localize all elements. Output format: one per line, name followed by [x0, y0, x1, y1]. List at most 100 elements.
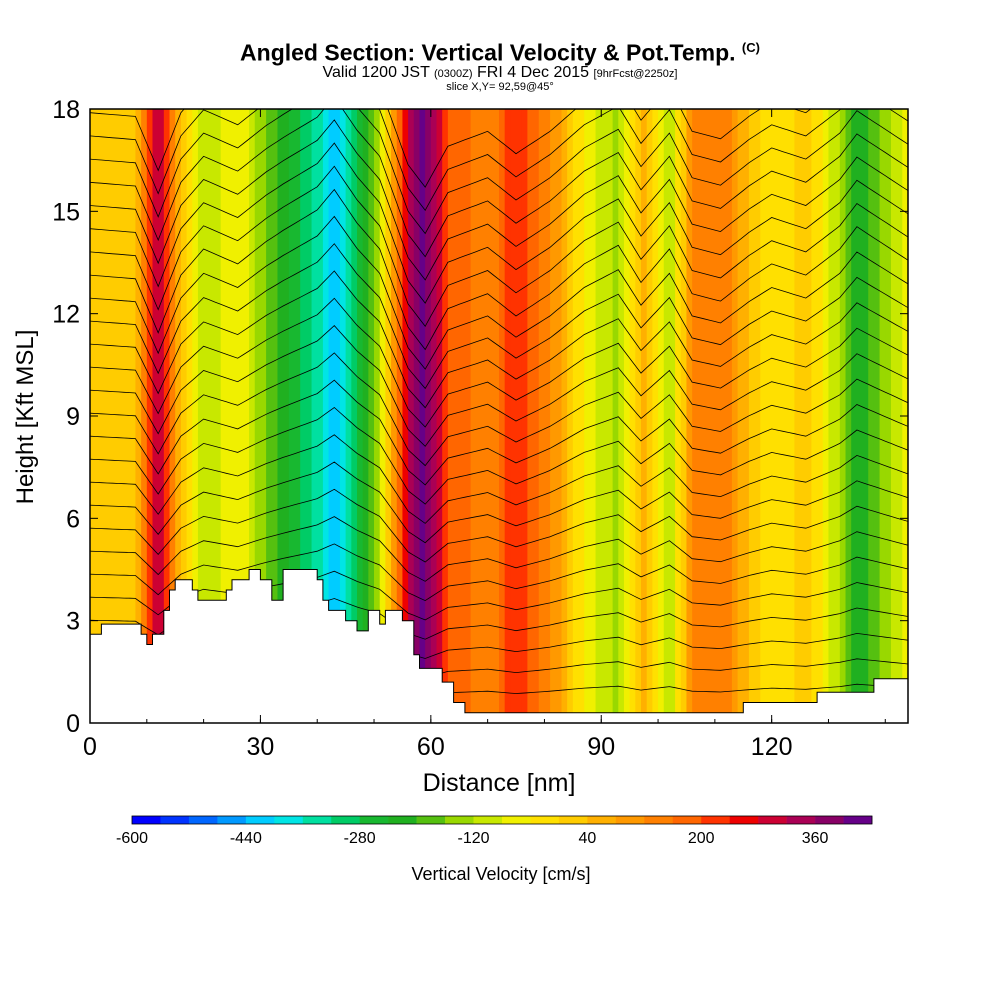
velocity-cell — [572, 109, 580, 723]
colorbar-swatch — [416, 816, 446, 824]
velocity-cell — [783, 109, 790, 723]
colorbar: -600 -440 -280 -120 40 200 360 — [116, 815, 873, 847]
velocity-cell — [856, 109, 864, 723]
velocity-cell — [453, 109, 460, 723]
velocity-cell — [550, 109, 557, 723]
x-tick-label: 0 — [83, 733, 97, 761]
velocity-cell — [249, 109, 256, 723]
velocity-cell — [311, 109, 318, 723]
velocity-cell — [447, 109, 455, 723]
velocity-cell — [396, 109, 404, 723]
velocity-cell — [726, 109, 733, 723]
velocity-cell — [834, 109, 841, 723]
velocity-cell — [663, 109, 671, 723]
velocity-cell — [493, 109, 500, 723]
isentrope-line — [90, 109, 908, 258]
velocity-cell — [805, 109, 813, 723]
isentrope-line — [90, 215, 908, 370]
velocity-cell — [305, 109, 313, 723]
velocity-cell — [589, 109, 597, 723]
velocity-cell — [243, 109, 250, 723]
velocity-cell — [385, 109, 392, 723]
isentrope-line — [90, 488, 908, 563]
velocity-cell — [158, 109, 165, 723]
colorbar-swatch — [388, 816, 417, 824]
velocity-cell — [317, 109, 324, 723]
velocity-field — [90, 109, 908, 723]
y-tick-label: 0 — [66, 710, 80, 738]
x-tick-label: 120 — [751, 733, 793, 761]
colorbar-swatch — [672, 816, 702, 824]
chart-title-text: Angled Section: Vertical Velocity & Pot.… — [240, 39, 736, 66]
isentrope-line — [90, 165, 908, 328]
velocity-cell — [828, 109, 835, 723]
velocity-cell — [868, 109, 875, 723]
colorbar-frame — [131, 815, 873, 825]
velocity-cell — [101, 109, 108, 723]
isentrope-line — [90, 109, 908, 235]
velocity-cell — [481, 109, 489, 723]
velocity-cell — [141, 109, 148, 723]
velocity-cell — [516, 109, 523, 723]
velocity-cell — [567, 109, 574, 723]
y-tick-label: 15 — [52, 198, 80, 226]
velocity-cell — [538, 109, 546, 723]
velocity-cell — [885, 109, 892, 723]
velocity-cell — [510, 109, 517, 723]
isentrope-line — [90, 543, 908, 602]
velocity-cell — [146, 109, 154, 723]
velocity-cell — [765, 109, 773, 723]
velocity-cell — [186, 109, 193, 723]
velocity-cell — [254, 109, 262, 723]
colorbar-swatch — [188, 816, 218, 824]
velocity-cell — [271, 109, 279, 723]
velocity-cell — [499, 109, 506, 723]
velocity-cell — [811, 109, 818, 723]
velocity-cell — [413, 109, 421, 723]
isentrope-line — [90, 406, 908, 505]
velocity-cell — [544, 109, 551, 723]
colorbar-tick-label: -120 — [458, 830, 490, 847]
velocity-cell — [107, 109, 114, 723]
velocity-cell — [817, 109, 824, 723]
velocity-cell — [595, 109, 602, 723]
velocity-cell — [209, 109, 216, 723]
velocity-cell — [800, 109, 807, 723]
colorbar-swatch — [615, 816, 645, 824]
chart-subtitle: Valid 1200 JST (0300Z) FRI 4 Dec 2015 [9… — [0, 64, 1000, 82]
colorbar-tick-label: -280 — [344, 830, 376, 847]
velocity-cell — [374, 109, 381, 723]
y-tick-label: 18 — [52, 96, 80, 124]
velocity-cell — [220, 109, 227, 723]
velocity-cell — [788, 109, 795, 723]
velocity-cell — [226, 109, 233, 723]
y-axis-label: Height [Kft MSL] — [12, 330, 39, 505]
chart-title: Angled Section: Vertical Velocity & Pot.… — [0, 36, 1000, 65]
velocity-cell — [124, 109, 131, 723]
velocity-cell — [822, 109, 830, 723]
velocity-cell — [402, 109, 409, 723]
velocity-cell — [487, 109, 494, 723]
velocity-cell — [334, 109, 341, 723]
isentrope-line — [90, 270, 908, 409]
velocity-cell — [464, 109, 472, 723]
colorbar-swatch — [217, 816, 247, 824]
velocity-cell — [646, 109, 653, 723]
isentrope-line — [90, 297, 908, 428]
velocity-cell — [391, 109, 398, 723]
velocity-cell — [692, 109, 699, 723]
velocity-cell — [743, 109, 750, 723]
colorbar-swatch — [587, 816, 617, 824]
velocity-cell — [180, 109, 188, 723]
y-tick-label: 12 — [52, 301, 80, 329]
velocity-cell — [419, 109, 426, 723]
isentrope-line — [90, 461, 908, 544]
x-tick-label: 90 — [587, 733, 615, 761]
colorbar-tick-label: -600 — [116, 830, 148, 847]
velocity-cell — [345, 109, 352, 723]
velocity-cell — [675, 109, 682, 723]
velocity-cell — [686, 109, 693, 723]
colorbar-swatch — [729, 816, 759, 824]
velocity-cell — [328, 109, 335, 723]
velocity-cell — [578, 109, 585, 723]
